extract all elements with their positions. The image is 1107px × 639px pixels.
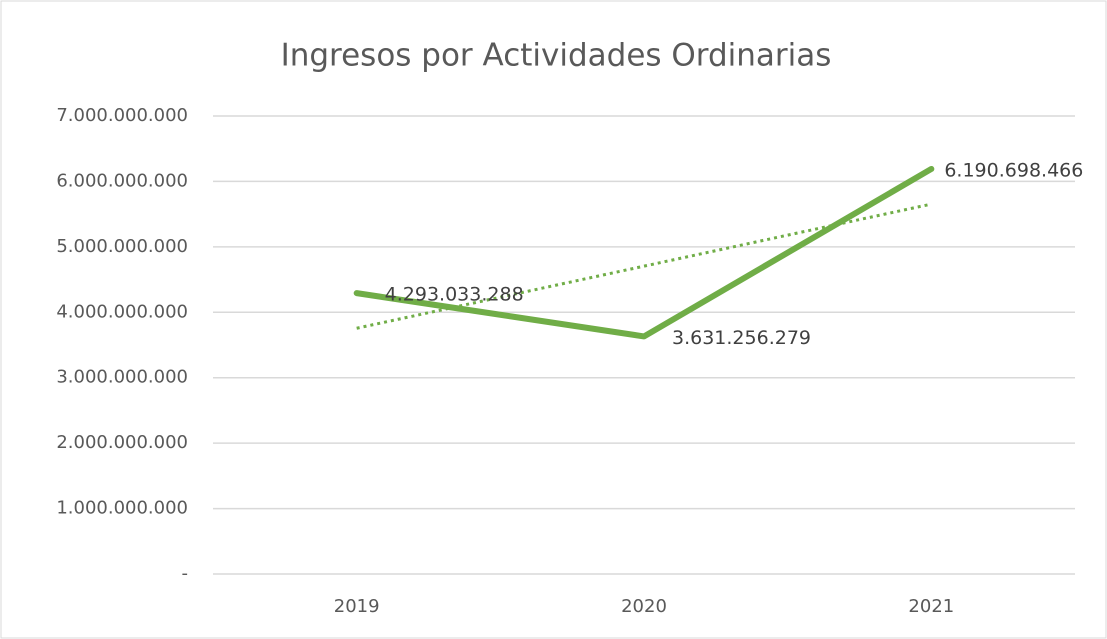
data-line: [353, 165, 935, 340]
x-tick-label: 2020: [621, 596, 667, 617]
y-tick-label: 2.000.000.000: [56, 432, 188, 453]
y-tick-label: 3.000.000.000: [56, 367, 188, 388]
y-tick-label: 1.000.000.000: [56, 498, 188, 519]
data-label: 6.190.698.466: [944, 159, 1083, 181]
y-tick-label: 7.000.000.000: [56, 105, 188, 126]
data-label: 4.293.033.288: [385, 284, 524, 306]
y-tick-label: 6.000.000.000: [56, 170, 188, 191]
x-tick-label: 2021: [908, 596, 954, 617]
data-label: 3.631.256.279: [672, 327, 811, 349]
x-tick-label: 2019: [334, 596, 380, 617]
chart-title: Ingresos por Actividades Ordinarias: [281, 38, 832, 74]
y-tick-label: 5.000.000.000: [56, 236, 188, 257]
y-tick-label: -: [182, 563, 189, 584]
y-tick-label: 4.000.000.000: [56, 301, 188, 322]
